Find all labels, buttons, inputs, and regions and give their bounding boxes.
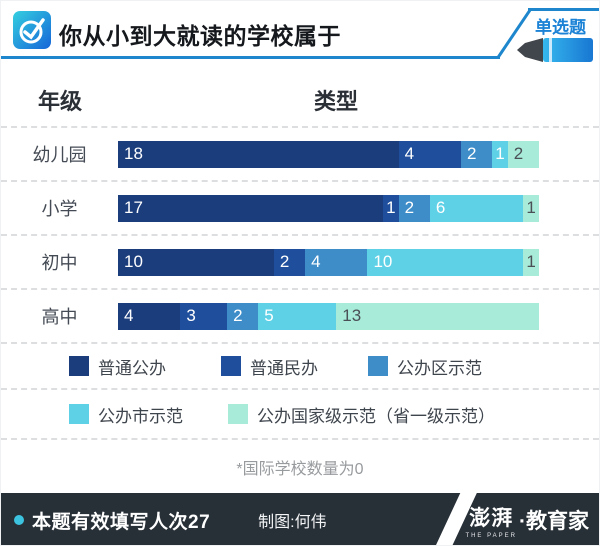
- credit-text: 制图:何伟: [258, 514, 327, 531]
- table-row: 幼儿园 18 4 2 1 2: [1, 128, 599, 182]
- legend-item: 公办区示范: [368, 354, 482, 379]
- table-row: 初中 10 2 4 10 1: [1, 236, 599, 290]
- legend-item: 普通公办: [69, 354, 221, 379]
- brand-logo-paper: 澎湃 THE PAPER: [465, 506, 517, 539]
- header-underline-top: [528, 8, 599, 11]
- legend-label: 普通民办: [250, 358, 318, 378]
- type-column-header: 类型: [314, 88, 359, 114]
- footer-bar: 本题有效填写人次27 制图:何伟 澎湃 THE PAPER ·教育家: [1, 493, 599, 545]
- stacked-bar: 17 1 2 6 1: [118, 194, 539, 222]
- bar-segment: 1: [383, 194, 399, 222]
- table-row: 小学 17 1 2 6 1: [1, 182, 599, 236]
- bar-segment: 10: [118, 248, 274, 276]
- bar-segment: 2: [507, 140, 539, 168]
- legend-swatch-icon: [368, 356, 388, 376]
- row-label: 小学: [41, 199, 78, 219]
- column-headers: 年级 类型: [1, 61, 599, 128]
- legend-row-2: 公办市示范 公办国家级示范（省一级示范）: [1, 390, 599, 440]
- legend-swatch-icon: [228, 404, 248, 424]
- legend-row-1: 普通公办 普通民办 公办区示范: [1, 344, 599, 390]
- bar-segment: 2: [398, 194, 430, 222]
- row-label: 高中: [41, 307, 78, 327]
- stacked-bar: 10 2 4 10 1: [118, 248, 539, 276]
- legend-swatch-icon: [69, 404, 89, 424]
- bar-segment: 4: [118, 302, 181, 330]
- footnote-row: *国际学校数量为0: [1, 440, 599, 493]
- bullet-dot-icon: [14, 515, 24, 525]
- response-count-text: 本题有效填写人次27: [32, 511, 211, 533]
- header: 你从小到大就读的学校属于 单选题: [1, 1, 599, 62]
- grade-column-header: 年级: [38, 88, 83, 114]
- legend-swatch-icon: [69, 356, 89, 376]
- legend-item: 公办市示范: [69, 402, 228, 427]
- legend-label: 普通公办: [98, 358, 166, 378]
- bar-segment: 17: [118, 194, 384, 222]
- stacked-bar-table: 幼儿园 18 4 2 1 2 小学 17 1 2 6 1 初中 10 2 4 10 1 高中 4 3 2 5 13: [1, 128, 599, 344]
- stacked-bar: 4 3 2 5 13: [118, 302, 539, 330]
- bar-segment: 5: [258, 302, 337, 330]
- bar-segment: 2: [461, 140, 493, 168]
- legend-item: 普通民办: [221, 354, 368, 379]
- bar-segment: 2: [227, 302, 259, 330]
- legend-swatch-icon: [221, 356, 241, 376]
- bar-segment: 1: [492, 140, 508, 168]
- footnote-text: *国际学校数量为0: [236, 460, 364, 478]
- brand-logo: 澎湃 THE PAPER ·教育家: [465, 493, 589, 545]
- check-icon: [13, 11, 51, 54]
- bar-segment: 3: [180, 302, 228, 330]
- bar-segment: 1: [523, 248, 539, 276]
- bar-segment: 1: [523, 194, 539, 222]
- row-label: 初中: [41, 253, 78, 273]
- bar-segment: 10: [367, 248, 524, 276]
- legend-item: 公办国家级示范（省一级示范）: [228, 402, 495, 427]
- legend-label: 公办区示范: [397, 358, 482, 378]
- bar-segment: 4: [398, 140, 462, 168]
- row-label: 幼儿园: [32, 145, 87, 165]
- header-underline: [1, 56, 500, 59]
- stacked-bar: 18 4 2 1 2: [118, 140, 539, 168]
- question-type-badge: 单选题: [535, 18, 586, 37]
- table-row: 高中 4 3 2 5 13: [1, 290, 599, 344]
- brand-logo-suffix: ·教育家: [519, 510, 589, 533]
- legend-label: 公办市示范: [98, 406, 183, 426]
- bar-segment: 13: [336, 302, 539, 330]
- brand-logo-subtext: THE PAPER: [465, 532, 517, 539]
- bar-segment: 4: [305, 248, 368, 276]
- bar-segment: 2: [273, 248, 306, 276]
- bar-segment: 18: [118, 140, 399, 168]
- highlighter-marker-icon: [515, 37, 595, 68]
- page-title: 你从小到大就读的学校属于: [59, 23, 341, 49]
- legend-label: 公办国家级示范（省一级示范）: [257, 406, 495, 426]
- bar-segment: 6: [429, 194, 524, 222]
